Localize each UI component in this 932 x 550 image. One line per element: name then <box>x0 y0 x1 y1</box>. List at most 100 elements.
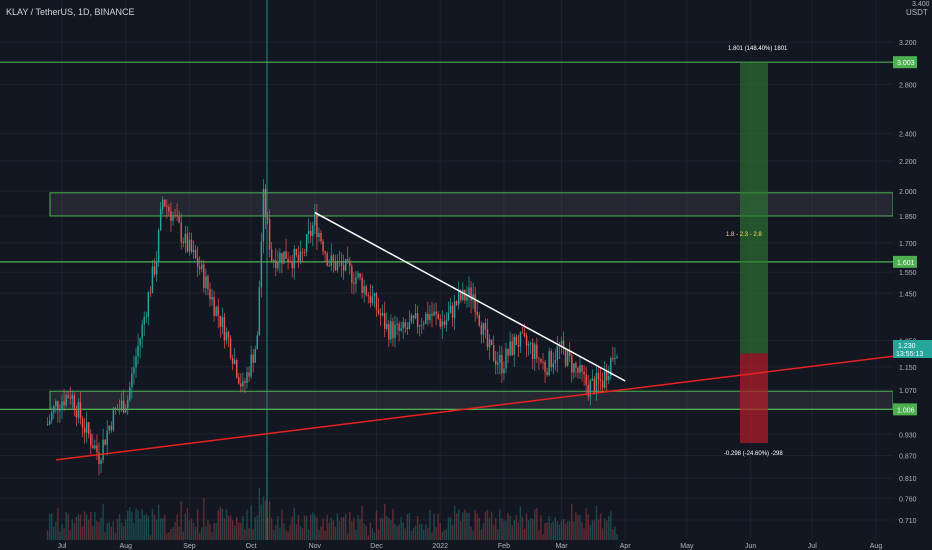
candle-body <box>94 445 96 449</box>
candle-body <box>386 324 388 329</box>
volume-bar <box>194 526 197 540</box>
volume-bar <box>254 517 256 540</box>
candle-body <box>162 199 164 210</box>
candle-body <box>577 367 579 373</box>
price-tick-label: 1.850 <box>899 214 917 221</box>
time-tick-label: Mar <box>555 543 568 550</box>
candle-body <box>513 336 515 355</box>
volume-bar <box>492 524 495 540</box>
volume-bar <box>423 529 425 540</box>
price-axis[interactable]: 3.200 2.800 2.400 2.200 2.000 1.850 1.700 1.550… <box>893 0 932 550</box>
volume-bar <box>595 505 598 540</box>
candle-body <box>390 321 392 340</box>
candle-body <box>297 255 300 261</box>
candle-body <box>484 323 487 330</box>
candle-body <box>542 361 544 363</box>
volume-bar <box>209 524 211 540</box>
time-axis[interactable]: Jul Aug Sep Oct Nov Dec 2022 Feb Mar Apr May Jun Jul… <box>0 540 932 550</box>
candle-body <box>505 348 507 369</box>
volume-bar <box>501 518 503 540</box>
candle-body <box>519 332 522 347</box>
candle-body <box>155 262 158 275</box>
volume-bar <box>120 522 123 540</box>
candle-body <box>597 372 600 380</box>
candle-body <box>369 295 372 303</box>
volume-bar <box>98 522 100 540</box>
candle-body <box>166 206 168 208</box>
volume-bar <box>476 513 478 540</box>
volume-bar <box>396 525 398 540</box>
candle-body <box>351 266 353 283</box>
volume-bar <box>203 497 205 540</box>
candle-body <box>429 314 431 321</box>
target-area <box>740 62 768 354</box>
candle-body <box>256 335 258 350</box>
candle-body <box>357 273 359 278</box>
candle-body <box>65 395 67 406</box>
candlesticks <box>46 179 618 476</box>
candle-body <box>236 360 238 378</box>
candle-body <box>137 345 139 357</box>
candle-body <box>260 241 263 288</box>
candle-body <box>441 321 443 327</box>
price-tick-label: 3.200 <box>899 40 917 47</box>
volume-bar <box>361 505 363 540</box>
volume-bar <box>394 523 396 540</box>
volume-bar <box>402 522 404 540</box>
candle-body <box>143 316 145 325</box>
volume-bar <box>273 529 275 540</box>
trendlines[interactable] <box>55 211 932 461</box>
volume-bar <box>482 523 485 540</box>
candle-body <box>546 371 548 376</box>
target-label: 1.801 (148.40%) 1801 <box>728 46 788 52</box>
volume-bar <box>231 520 234 540</box>
volume-bar <box>334 526 337 540</box>
volume-bar <box>92 526 94 540</box>
candle-body <box>139 338 141 346</box>
candle-body <box>404 322 406 328</box>
candle-body <box>125 408 127 413</box>
volume-bar <box>474 509 476 540</box>
volume-bar <box>486 510 489 540</box>
volume-bar <box>301 528 304 540</box>
long-position-tool[interactable] <box>740 62 768 443</box>
volume-bar <box>369 522 372 540</box>
candle-body <box>53 406 55 413</box>
volume-bar <box>357 515 359 540</box>
candle-body <box>71 395 73 399</box>
candle-body <box>127 400 129 409</box>
volume-bar <box>544 522 546 540</box>
volume-bar <box>404 528 406 540</box>
volume-bar <box>519 506 522 540</box>
candle-body <box>96 445 98 453</box>
candle-body <box>610 358 612 377</box>
candle-body <box>554 360 557 364</box>
volume-bar <box>219 506 221 540</box>
candle-body <box>455 301 458 305</box>
candle-body <box>460 291 462 300</box>
volume-bar <box>258 487 261 540</box>
candle-body <box>135 356 137 368</box>
candle-body <box>379 313 382 316</box>
candle-body <box>361 277 363 293</box>
volume-bar <box>587 514 589 540</box>
volume-bar <box>145 513 147 540</box>
candle-body <box>205 276 207 289</box>
volume-bar <box>94 512 96 540</box>
candle-body <box>299 251 302 261</box>
candle-body <box>75 410 78 418</box>
volume-bar <box>143 514 145 540</box>
candle-body <box>114 408 117 410</box>
volume-bar <box>612 529 614 540</box>
volume-bar <box>437 513 439 540</box>
volume-bar <box>211 532 213 540</box>
time-tick-label: May <box>680 543 694 550</box>
candle-body <box>394 324 396 339</box>
candle-body <box>488 339 491 348</box>
candle-body <box>408 322 411 329</box>
candle-body <box>310 230 312 236</box>
candle-body <box>120 400 123 409</box>
volume-bar <box>363 523 365 540</box>
candle-body <box>83 427 86 433</box>
